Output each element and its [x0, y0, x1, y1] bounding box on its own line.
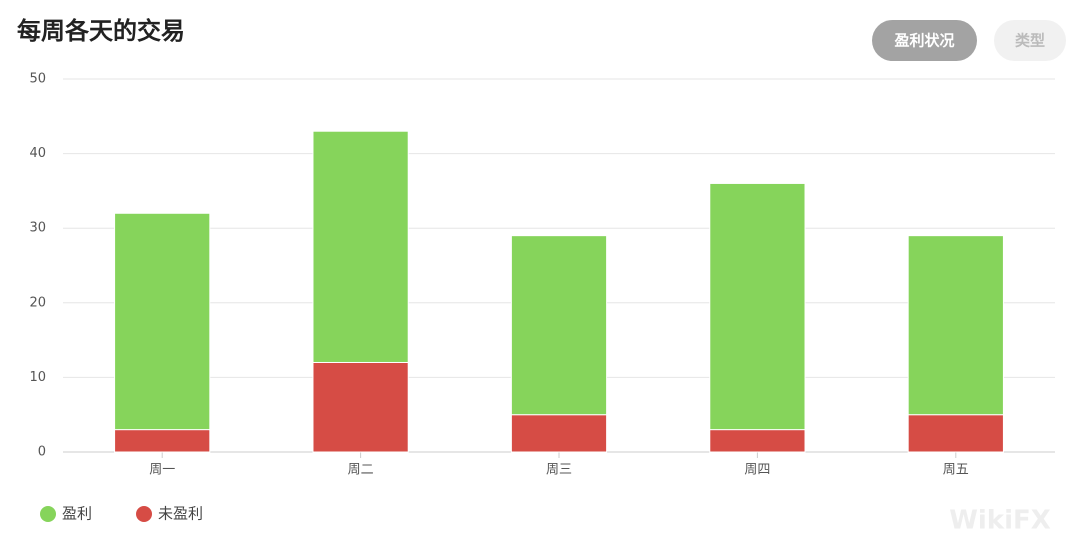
bar-segment: [907, 414, 1004, 453]
bar-segment: [312, 130, 409, 363]
x-tick-label: 周二: [348, 463, 374, 478]
y-tick-label: 10: [29, 370, 46, 385]
watermark: WikiFX: [949, 506, 1051, 536]
button[interactable]: [872, 20, 977, 61]
x-tick-label: 周五: [943, 463, 969, 478]
legend-label: 未盈利: [158, 505, 203, 523]
bar-segment: [907, 235, 1004, 416]
button[interactable]: [994, 20, 1066, 61]
y-tick-label: 20: [29, 295, 46, 310]
bar-segment: [510, 235, 608, 416]
bar-segment: [114, 429, 211, 453]
chart-title: 每周各天的交易: [17, 17, 185, 45]
y-tick-label: 30: [29, 221, 46, 236]
legend-label: 盈利: [62, 505, 92, 523]
button-label[interactable]: 盈利状况: [893, 32, 954, 50]
x-tick-label: 周一: [149, 463, 175, 478]
y-tick-label: 50: [29, 72, 46, 87]
x-tick-label: 周三: [546, 463, 572, 478]
bar-segment: [709, 182, 806, 431]
bar-segment: [510, 414, 608, 453]
x-tick-label: 周四: [744, 463, 770, 478]
bar-segment: [114, 212, 211, 431]
y-tick-label: 40: [29, 146, 46, 161]
button-label[interactable]: 类型: [1015, 32, 1045, 50]
legend-marker: [40, 506, 56, 522]
bar-segment: [312, 361, 409, 453]
y-tick-label: 0: [38, 445, 46, 460]
legend-marker: [136, 506, 153, 522]
bar-segment: [709, 429, 806, 453]
